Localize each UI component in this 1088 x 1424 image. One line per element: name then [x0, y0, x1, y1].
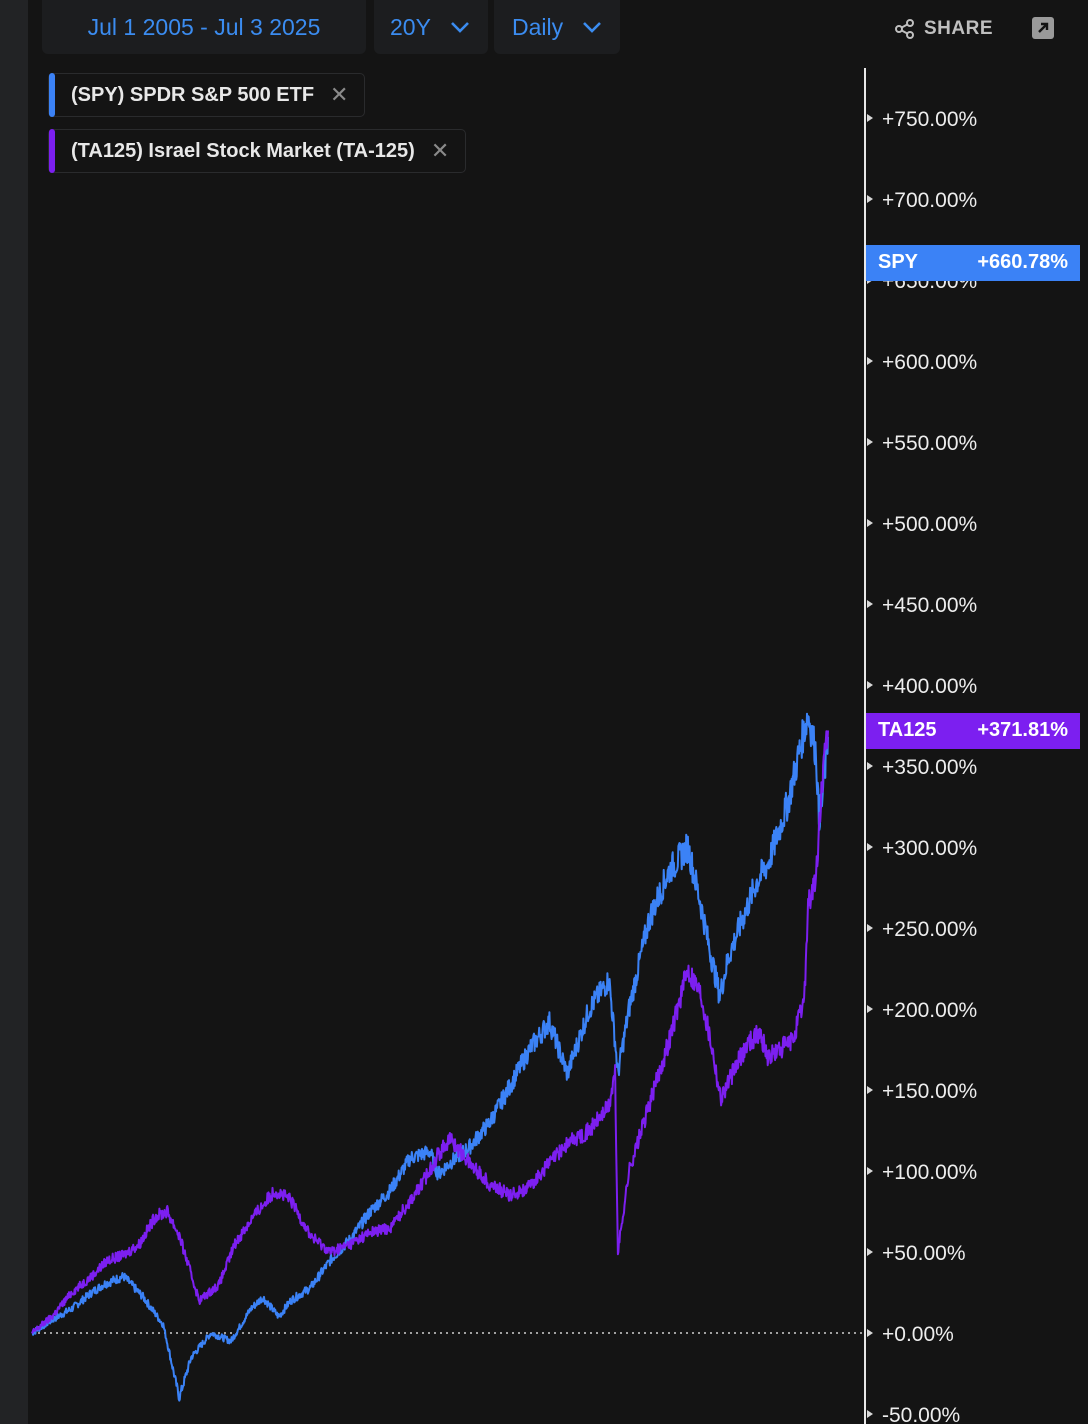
y-tick-mark	[867, 600, 873, 608]
y-tick-label: +600.00%	[882, 351, 977, 374]
share-label: SHARE	[924, 18, 994, 39]
y-tick-mark	[867, 438, 873, 446]
series-line-ta125	[31, 730, 829, 1334]
y-tick-mark	[867, 519, 873, 527]
y-tick-mark	[867, 1410, 873, 1418]
share-icon	[895, 19, 914, 39]
expand-arrow-icon	[1038, 22, 1049, 33]
last-value-badge-spy: SPY +660.78%	[866, 244, 1080, 281]
y-tick-label: +100.00%	[882, 1161, 977, 1184]
y-tick-label: +450.00%	[882, 594, 977, 617]
date-range-label: Jul 1 2005 - Jul 3 2025	[87, 13, 321, 40]
chevron-down-icon	[583, 22, 602, 33]
badge-value: +371.81%	[977, 719, 1068, 742]
close-icon[interactable]: ✕	[430, 138, 450, 163]
close-icon[interactable]: ✕	[330, 82, 349, 107]
share-button[interactable]: SHARE	[894, 14, 993, 44]
y-tick-mark	[867, 681, 873, 689]
series-line-spy	[31, 712, 829, 1402]
legend-chip-spy: (SPY) SPDR S&P 500 ETF ✕	[48, 73, 366, 117]
chevron-down-icon	[451, 22, 469, 33]
y-tick-mark	[867, 1167, 873, 1175]
badge-symbol: SPY	[878, 251, 919, 274]
legend-color-bar	[49, 73, 55, 117]
badge-symbol: TA125	[878, 719, 937, 742]
left-edge-strip	[0, 0, 28, 1424]
y-tick-label: -50.00%	[882, 1404, 960, 1424]
date-range-selector[interactable]: Jul 1 2005 - Jul 3 2025	[42, 0, 366, 54]
y-tick-label: +500.00%	[882, 513, 977, 536]
y-tick-label: +400.00%	[882, 675, 977, 698]
y-tick-mark	[867, 195, 873, 203]
y-tick-label: +700.00%	[882, 189, 977, 212]
y-tick-mark	[867, 843, 873, 851]
y-tick-mark	[867, 924, 873, 932]
y-tick-label: +350.00%	[882, 756, 977, 779]
period-dropdown[interactable]: 20Y	[374, 0, 488, 54]
legend-label: (TA125) Israel Stock Market (TA-125)	[71, 139, 415, 162]
y-tick-mark	[867, 1329, 873, 1337]
y-tick-mark	[867, 762, 873, 770]
y-tick-mark	[867, 1086, 873, 1094]
interval-dropdown[interactable]: Daily	[494, 0, 620, 54]
y-tick-mark	[867, 357, 873, 365]
interval-label: Daily	[512, 13, 564, 40]
y-tick-label: +550.00%	[882, 432, 977, 455]
y-tick-label: +250.00%	[882, 918, 977, 941]
y-tick-label: +200.00%	[882, 999, 977, 1022]
period-label: 20Y	[390, 13, 431, 40]
y-tick-label: +0.00%	[882, 1323, 954, 1346]
legend-chip-ta125: (TA125) Israel Stock Market (TA-125) ✕	[48, 129, 467, 173]
y-tick-label: +750.00%	[882, 108, 977, 131]
expand-button[interactable]	[1032, 17, 1054, 39]
y-tick-mark	[867, 1248, 873, 1256]
last-value-badge-ta125: TA125 +371.81%	[866, 712, 1080, 749]
y-tick-label: +150.00%	[882, 1080, 977, 1103]
legend-label: (SPY) SPDR S&P 500 ETF	[71, 83, 315, 106]
legend-color-bar	[49, 129, 55, 173]
y-tick-label: +50.00%	[882, 1242, 966, 1265]
y-tick-mark	[867, 114, 873, 122]
y-tick-mark	[867, 1005, 873, 1013]
y-tick-label: +300.00%	[882, 837, 977, 860]
badge-value: +660.78%	[977, 251, 1068, 274]
